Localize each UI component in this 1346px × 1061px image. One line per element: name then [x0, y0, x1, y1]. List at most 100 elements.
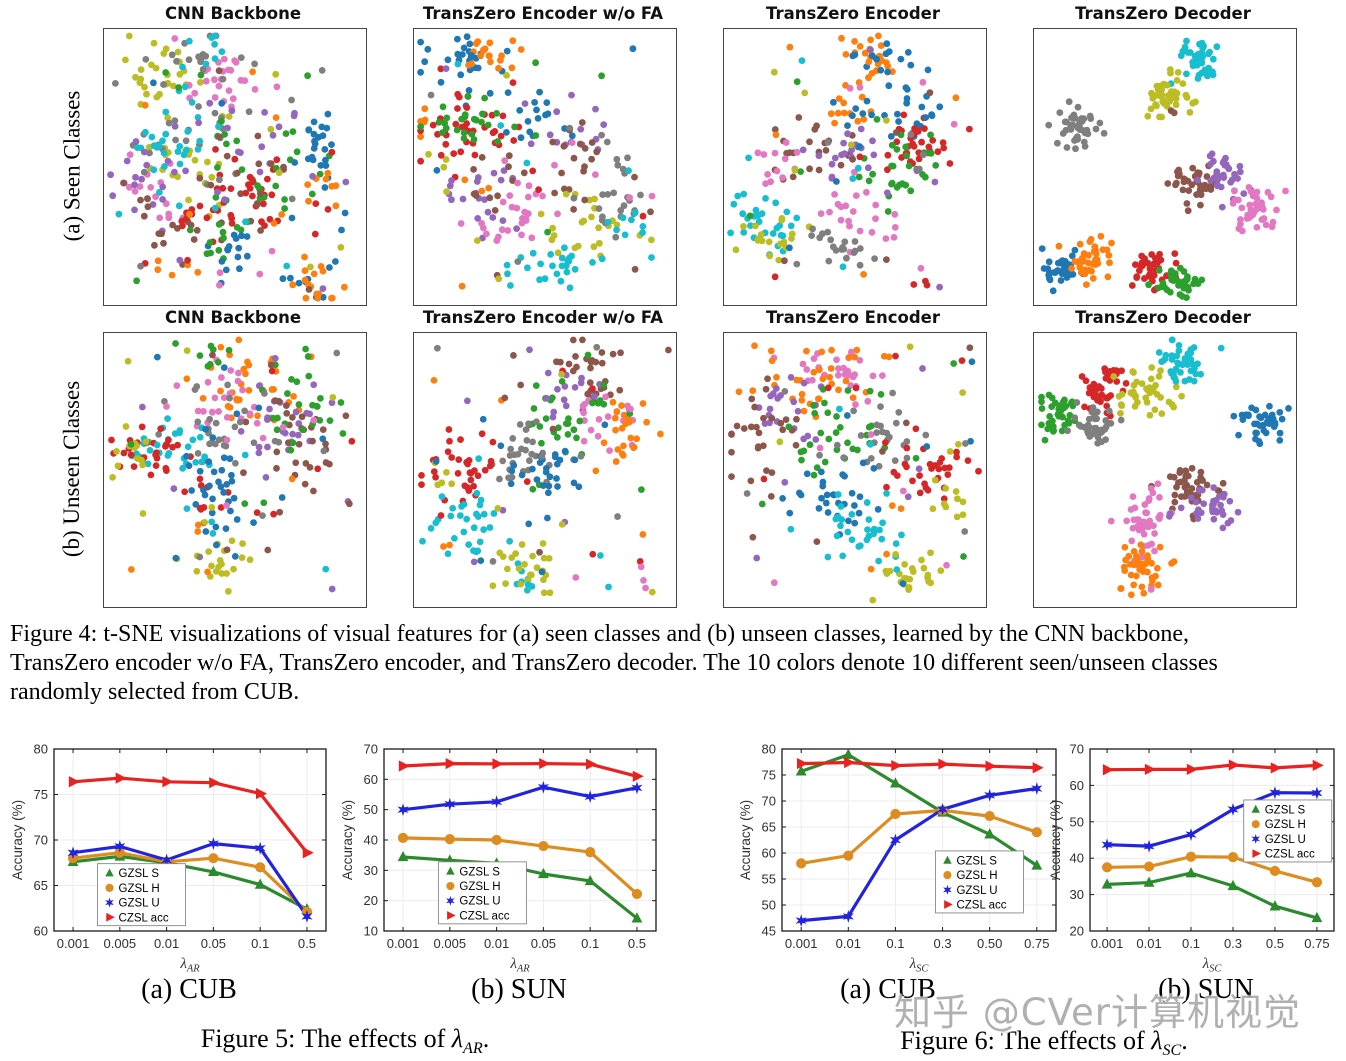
tsne-scatter-seen-cnn — [107, 32, 350, 302]
svg-text:0.3: 0.3 — [934, 936, 952, 951]
svg-text:CZSL acc: CZSL acc — [1265, 849, 1315, 861]
svg-text:30: 30 — [1070, 887, 1084, 902]
svg-text:70: 70 — [34, 833, 48, 848]
svg-text:λSC: λSC — [909, 956, 930, 975]
svg-text:Accuracy (%): Accuracy (%) — [10, 800, 25, 880]
svg-text:65: 65 — [34, 878, 48, 893]
svg-text:55: 55 — [762, 872, 776, 887]
svg-text:0.1: 0.1 — [1182, 936, 1200, 951]
svg-text:GZSL S: GZSL S — [1265, 804, 1306, 816]
svg-text:λSC: λSC — [1202, 956, 1223, 975]
figure5-lambda: λ — [451, 1024, 464, 1053]
svg-text:45: 45 — [762, 924, 776, 939]
figure4-caption-line1: Figure 4: t-SNE visualizations of visual… — [10, 621, 1189, 647]
svg-text:CZSL acc: CZSL acc — [459, 910, 509, 922]
svg-text:GZSL H: GZSL H — [1265, 819, 1306, 831]
fig5-subcaption-cub: (a) CUB — [141, 974, 237, 1005]
row-label-seen-text: (a) Seen Classes — [59, 90, 84, 242]
figure5-lambda-sub: AR — [463, 1040, 483, 1058]
svg-text:0.001: 0.001 — [785, 936, 818, 951]
svg-text:0.1: 0.1 — [886, 936, 904, 951]
figure5-caption: Figure 5: The effects of λAR. — [0, 1024, 690, 1058]
svg-text:0.01: 0.01 — [836, 936, 861, 951]
svg-text:0.05: 0.05 — [531, 936, 556, 951]
svg-text:50: 50 — [762, 898, 776, 913]
figure4-caption-line2: TransZero encoder w/o FA, TransZero enco… — [10, 650, 1218, 676]
panel-title-encoder-wofa-unseen: TransZero Encoder w/o FA — [422, 308, 664, 327]
svg-text:0.005: 0.005 — [434, 936, 467, 951]
svg-text:CZSL acc: CZSL acc — [119, 912, 169, 924]
figure5-caption-period: . — [482, 1024, 490, 1053]
figure4-caption-line3: randomly selected from CUB. — [10, 679, 300, 705]
svg-text:40: 40 — [364, 833, 378, 848]
svg-text:70: 70 — [364, 743, 378, 757]
fig6-subcaption-sun: (b) SUN — [1158, 974, 1254, 1005]
tsne-panel-seen-decoder — [1033, 28, 1297, 306]
fig5-subcaption-sun: (b) SUN — [471, 974, 567, 1005]
svg-text:0.05: 0.05 — [201, 936, 226, 951]
svg-text:0.75: 0.75 — [1304, 936, 1329, 951]
panel-title-encoder-seen: TransZero Encoder — [766, 4, 940, 23]
panel-title-decoder-seen: TransZero Decoder — [1075, 4, 1251, 23]
svg-text:60: 60 — [364, 772, 378, 787]
svg-text:0.1: 0.1 — [251, 936, 269, 951]
figure6-caption: Figure 6: The effects of λSC. — [744, 1026, 1344, 1060]
figure5-caption-text: Figure 5: The effects of — [200, 1024, 452, 1053]
svg-text:GZSL H: GZSL H — [459, 881, 500, 893]
svg-text:λAR: λAR — [509, 956, 530, 975]
svg-text:30: 30 — [364, 863, 378, 878]
svg-text:40: 40 — [1070, 851, 1084, 866]
chart-fig5-sun: 0.001 0.005 0.01 0.05 0.1 0.5 10 20 30 40 50 60 70 Ac… — [340, 743, 657, 975]
svg-text:75: 75 — [34, 787, 48, 802]
row-label-unseen-text: (b) Unseen Classes — [59, 380, 85, 558]
tsne-panel-unseen-encoder-wofa — [413, 332, 677, 608]
row-label-seen-classes: (a) Seen Classes — [52, 28, 92, 304]
tsne-scatter-seen-decoder — [1038, 37, 1289, 301]
chart-fig6-cub: 0.001 0.01 0.1 0.3 0.50 0.75 45 50 55 60 65 70 75 80 A… — [738, 743, 1057, 975]
svg-text:0.001: 0.001 — [1091, 936, 1124, 951]
svg-text:0.50: 0.50 — [977, 936, 1002, 951]
figure6-lambda-sub: SC — [1162, 1042, 1182, 1060]
tsne-scatter-seen-encoder — [727, 32, 973, 291]
svg-text:0.01: 0.01 — [154, 936, 179, 951]
figure6-caption-period: . — [1181, 1026, 1188, 1055]
svg-text:0.01: 0.01 — [1136, 936, 1161, 951]
panel-title-encoder-wofa-seen: TransZero Encoder w/o FA — [422, 4, 664, 23]
svg-text:GZSL S: GZSL S — [459, 866, 500, 878]
tsne-scatter-unseen-cnn — [108, 336, 356, 595]
svg-text:60: 60 — [34, 924, 48, 939]
svg-text:GZSL U: GZSL U — [459, 896, 500, 908]
tsne-panel-seen-encoder-wofa — [413, 28, 677, 306]
svg-text:80: 80 — [762, 743, 776, 757]
svg-text:0.3: 0.3 — [1224, 936, 1242, 951]
svg-text:20: 20 — [364, 893, 378, 908]
svg-text:0.001: 0.001 — [57, 936, 90, 951]
svg-text:0.5: 0.5 — [1266, 936, 1284, 951]
svg-text:GZSL S: GZSL S — [956, 855, 997, 867]
svg-text:10: 10 — [364, 924, 378, 939]
tsne-panel-unseen-decoder — [1033, 332, 1297, 608]
svg-text:0.005: 0.005 — [104, 936, 137, 951]
svg-text:GZSL U: GZSL U — [956, 885, 997, 897]
svg-text:70: 70 — [1070, 743, 1084, 757]
tsne-panel-unseen-cnn — [103, 332, 367, 608]
svg-text:GZSL S: GZSL S — [119, 868, 160, 880]
svg-text:GZSL H: GZSL H — [956, 870, 997, 882]
svg-text:0.5: 0.5 — [298, 936, 316, 951]
svg-text:60: 60 — [1070, 778, 1084, 793]
svg-text:65: 65 — [762, 820, 776, 835]
svg-text:0.001: 0.001 — [387, 936, 420, 951]
tsne-scatter-seen-encoder-wofa — [417, 33, 656, 292]
watermark: 知乎 @CVer计算机视觉 — [894, 991, 1302, 1034]
svg-text:80: 80 — [34, 743, 48, 757]
row-label-unseen-classes: (b) Unseen Classes — [52, 332, 92, 606]
fig6-subcaption-cub: (a) CUB — [840, 974, 936, 1005]
panel-title-cnn-backbone-seen: CNN Backbone — [164, 4, 302, 23]
svg-text:50: 50 — [364, 802, 378, 817]
svg-text:75: 75 — [762, 768, 776, 783]
tsne-scatter-unseen-decoder — [1038, 336, 1292, 599]
svg-text:0.75: 0.75 — [1024, 936, 1049, 951]
svg-text:GZSL U: GZSL U — [1265, 834, 1306, 846]
tsne-scatter-unseen-encoder-wofa — [418, 336, 672, 597]
